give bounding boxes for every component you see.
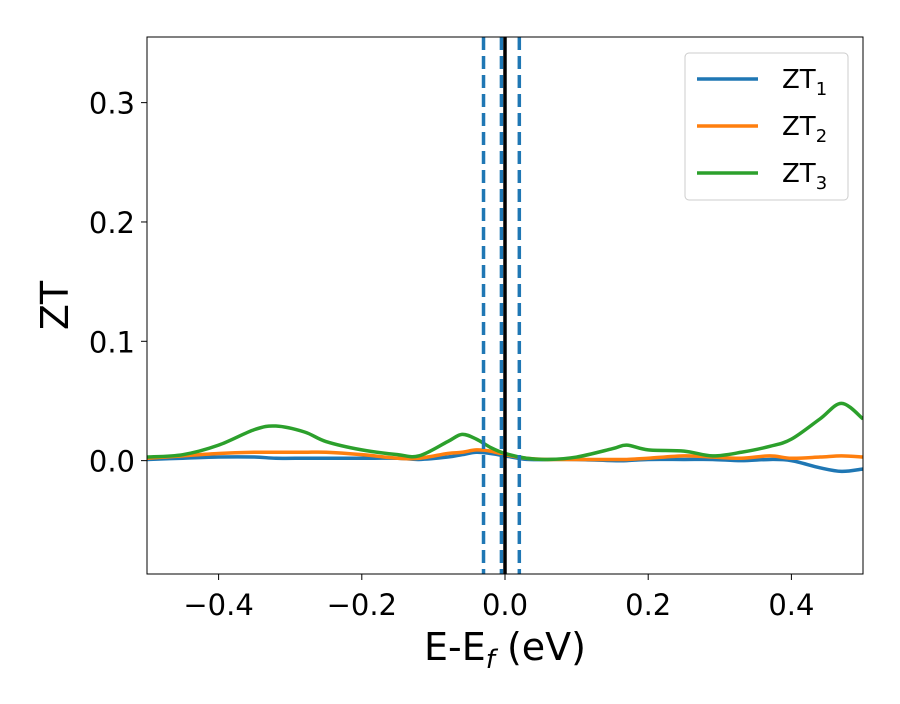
x-tick-label: 0.2	[625, 588, 671, 622]
x-tick-label: 0.4	[768, 588, 814, 622]
x-tick-label: −0.4	[183, 588, 253, 622]
y-tick-label: 0.0	[89, 445, 135, 479]
legend-box	[684, 52, 849, 201]
legend-label-zt1: ZT1	[782, 65, 827, 100]
legend-label-zt2: ZT2	[782, 112, 827, 147]
y-axis-title: ZT	[33, 280, 77, 330]
y-tick-label: 0.2	[89, 206, 135, 240]
x-tick-label: 0.0	[482, 588, 528, 622]
y-tick-label: 0.3	[89, 87, 135, 121]
x-tick-label: −0.2	[327, 588, 397, 622]
y-tick-label: 0.1	[89, 325, 135, 359]
x-axis-title: E-Ef (eV)	[424, 625, 586, 675]
legend-label-zt3: ZT3	[782, 159, 827, 194]
